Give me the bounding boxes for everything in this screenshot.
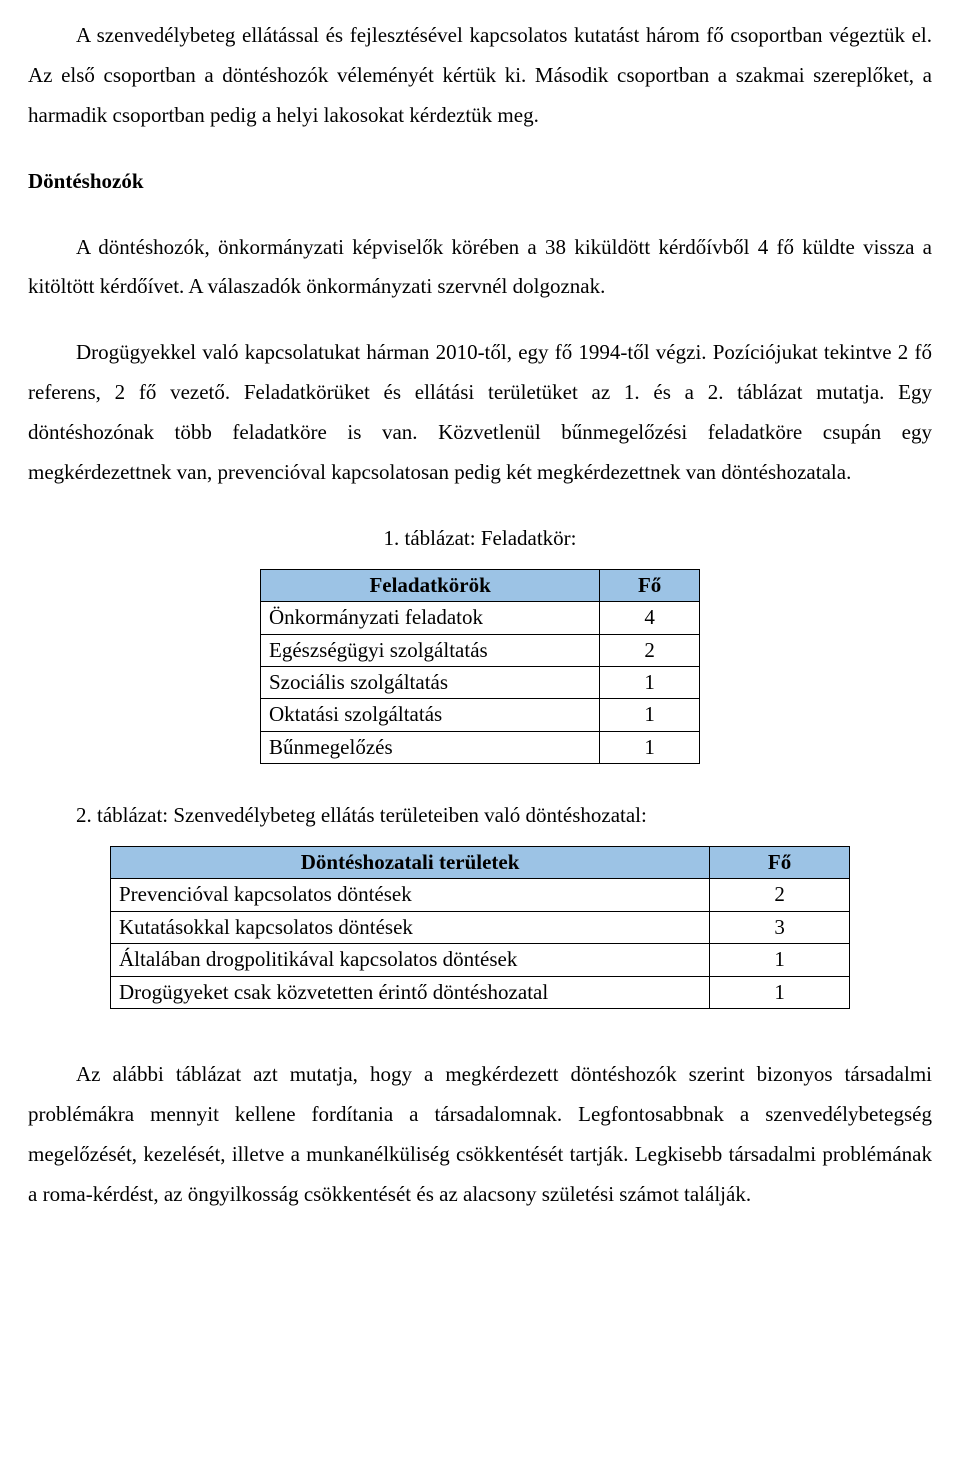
body-paragraph-1: A döntéshozók, önkormányzati képviselők …: [28, 228, 932, 308]
table-row: Prevencióval kapcsolatos döntések 2: [111, 879, 850, 911]
table1-caption: 1. táblázat: Feladatkör:: [28, 519, 932, 559]
table-cell: Bűnmegelőzés: [261, 731, 600, 763]
table-row: Általában drogpolitikával kapcsolatos dö…: [111, 944, 850, 976]
table-feladatkor: Feladatkörök Fő Önkormányzati feladatok …: [260, 569, 700, 764]
table-row: Bűnmegelőzés 1: [261, 731, 700, 763]
table-cell: 1: [710, 944, 850, 976]
closing-paragraph: Az alábbi táblázat azt mutatja, hogy a m…: [28, 1055, 932, 1215]
table-header-row: Feladatkörök Fő: [261, 569, 700, 601]
table1-col-header-1: Fő: [600, 569, 700, 601]
table-cell: Általában drogpolitikával kapcsolatos dö…: [111, 944, 710, 976]
table-cell: Kutatásokkal kapcsolatos döntések: [111, 911, 710, 943]
table2-col-header-1: Fő: [710, 847, 850, 879]
table-cell: 1: [600, 699, 700, 731]
table-donteshozatal: Döntéshozatali területek Fő Prevencióval…: [110, 846, 850, 1009]
table-cell: Drogügyeket csak közvetetten érintő dönt…: [111, 976, 710, 1008]
table-row: Szociális szolgáltatás 1: [261, 666, 700, 698]
table-header-row: Döntéshozatali területek Fő: [111, 847, 850, 879]
table-cell: Önkormányzati feladatok: [261, 602, 600, 634]
table2-col-header-0: Döntéshozatali területek: [111, 847, 710, 879]
table-cell: 4: [600, 602, 700, 634]
table-row: Drogügyeket csak közvetetten érintő dönt…: [111, 976, 850, 1008]
intro-paragraph: A szenvedélybeteg ellátással és fejleszt…: [28, 16, 932, 136]
table-cell: 1: [600, 731, 700, 763]
table-cell: Szociális szolgáltatás: [261, 666, 600, 698]
table-cell: Egészségügyi szolgáltatás: [261, 634, 600, 666]
document-page: A szenvedélybeteg ellátással és fejleszt…: [0, 0, 960, 1460]
table-cell: 1: [710, 976, 850, 1008]
body-paragraph-2: Drogügyekkel való kapcsolatukat hárman 2…: [28, 333, 932, 493]
table-cell: 2: [600, 634, 700, 666]
table-cell: 2: [710, 879, 850, 911]
table-cell: 1: [600, 666, 700, 698]
section-heading-decisionmakers: Döntéshozók: [28, 162, 932, 202]
table-row: Oktatási szolgáltatás 1: [261, 699, 700, 731]
table-cell: 3: [710, 911, 850, 943]
table-row: Kutatásokkal kapcsolatos döntések 3: [111, 911, 850, 943]
table1-col-header-0: Feladatkörök: [261, 569, 600, 601]
table-cell: Oktatási szolgáltatás: [261, 699, 600, 731]
table-cell: Prevencióval kapcsolatos döntések: [111, 879, 710, 911]
table2-caption: 2. táblázat: Szenvedélybeteg ellátás ter…: [28, 796, 932, 836]
table-row: Önkormányzati feladatok 4: [261, 602, 700, 634]
table-row: Egészségügyi szolgáltatás 2: [261, 634, 700, 666]
